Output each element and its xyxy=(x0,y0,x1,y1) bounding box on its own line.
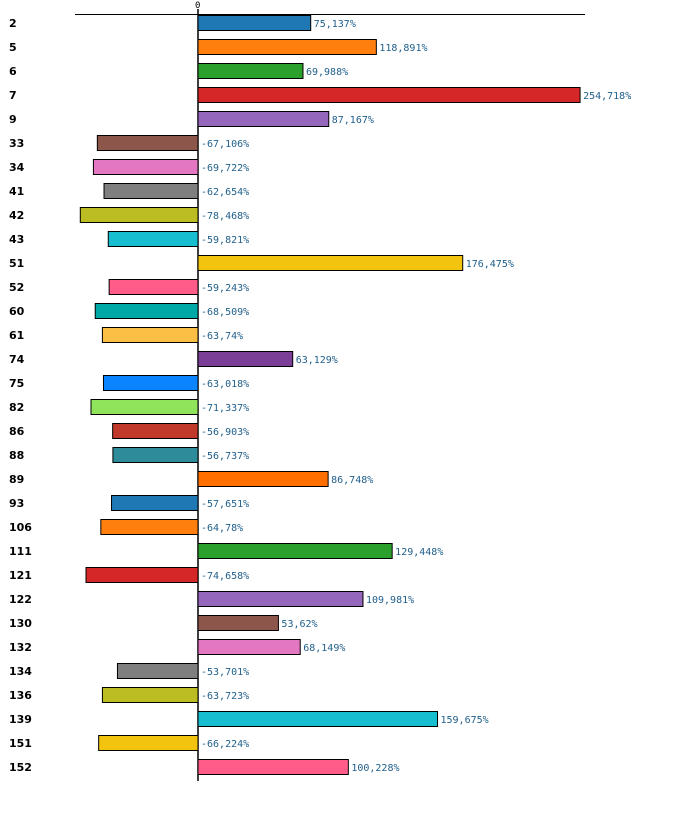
category-label: 60 xyxy=(9,305,25,318)
value-label: 100,228% xyxy=(351,763,399,774)
value-label: -59,243% xyxy=(201,283,249,294)
value-label: 53,62% xyxy=(281,619,317,630)
value-label: 86,748% xyxy=(331,475,373,486)
bar xyxy=(101,687,199,703)
category-label: 151 xyxy=(9,737,32,750)
category-label: 9 xyxy=(9,113,17,126)
bar xyxy=(96,135,199,151)
category-label: 132 xyxy=(9,641,32,654)
bar xyxy=(197,87,581,103)
value-label: 68,149% xyxy=(303,643,345,654)
value-label: -67,106% xyxy=(201,139,249,150)
value-label: 129,448% xyxy=(395,547,443,558)
category-label: 75 xyxy=(9,377,24,390)
category-label: 130 xyxy=(9,617,32,630)
bar xyxy=(197,351,294,367)
bar xyxy=(197,615,279,631)
bar xyxy=(197,15,312,31)
value-label: -63,723% xyxy=(201,691,249,702)
bar xyxy=(197,471,329,487)
bar xyxy=(197,639,301,655)
category-label: 43 xyxy=(9,233,24,246)
category-label: 41 xyxy=(9,185,24,198)
value-label: 63,129% xyxy=(296,355,338,366)
bar xyxy=(85,567,199,583)
value-label: 118,891% xyxy=(379,43,427,54)
category-label: 86 xyxy=(9,425,25,438)
bar xyxy=(79,207,199,223)
bar xyxy=(197,111,330,127)
bar xyxy=(197,759,349,775)
bar xyxy=(100,519,199,535)
value-label: -63,018% xyxy=(201,379,249,390)
bar xyxy=(197,591,364,607)
bar xyxy=(197,255,464,271)
category-label: 42 xyxy=(9,209,24,222)
value-label: -69,722% xyxy=(201,163,249,174)
value-label: -59,821% xyxy=(201,235,249,246)
category-label: 93 xyxy=(9,497,24,510)
bar xyxy=(197,543,393,559)
category-label: 51 xyxy=(9,257,24,270)
category-label: 121 xyxy=(9,569,32,582)
bar xyxy=(116,663,199,679)
bar xyxy=(197,711,439,727)
value-label: -63,74% xyxy=(201,331,243,342)
category-label: 52 xyxy=(9,281,24,294)
value-label: -56,737% xyxy=(201,451,249,462)
bar xyxy=(103,183,199,199)
bars-group: 2 75,137% 5 118,891% 6 69,988% 7 254,718% 9 87,16… xyxy=(9,15,631,775)
category-label: 5 xyxy=(9,41,17,54)
bar xyxy=(111,495,199,511)
bar xyxy=(101,327,199,343)
category-label: 34 xyxy=(9,161,25,174)
value-label: -64,78% xyxy=(201,523,243,534)
value-label: -53,701% xyxy=(201,667,249,678)
category-label: 122 xyxy=(9,593,32,606)
category-label: 106 xyxy=(9,521,32,534)
value-label: -57,651% xyxy=(201,499,249,510)
category-label: 2 xyxy=(9,17,17,30)
bar xyxy=(94,303,199,319)
value-label: 109,981% xyxy=(366,595,414,606)
value-label: -68,509% xyxy=(201,307,249,318)
category-label: 33 xyxy=(9,137,24,150)
value-label: 75,137% xyxy=(314,19,356,30)
bar xyxy=(90,399,199,415)
value-label: -71,337% xyxy=(201,403,249,414)
value-label: -78,468% xyxy=(201,211,249,222)
category-label: 82 xyxy=(9,401,24,414)
value-label: 254,718% xyxy=(583,91,631,102)
bar xyxy=(92,159,199,175)
value-label: 176,475% xyxy=(466,259,514,270)
category-label: 134 xyxy=(9,665,32,678)
category-label: 111 xyxy=(9,545,32,558)
bar xyxy=(102,375,199,391)
value-label: 87,167% xyxy=(332,115,374,126)
bar xyxy=(98,735,199,751)
value-label: -56,903% xyxy=(201,427,249,438)
category-label: 74 xyxy=(9,353,25,366)
value-label: -74,658% xyxy=(201,571,249,582)
bar xyxy=(197,63,304,79)
bar xyxy=(112,423,199,439)
zero-tick-label: 0 xyxy=(195,1,200,11)
category-label: 139 xyxy=(9,713,32,726)
value-label: -66,224% xyxy=(201,739,249,750)
category-label: 89 xyxy=(9,473,24,486)
bar xyxy=(107,231,199,247)
bar xyxy=(108,279,199,295)
bar xyxy=(112,447,199,463)
category-label: 6 xyxy=(9,65,17,78)
category-label: 7 xyxy=(9,89,17,102)
category-label: 152 xyxy=(9,761,32,774)
value-label: 159,675% xyxy=(441,715,489,726)
category-label: 61 xyxy=(9,329,24,342)
value-label: 69,988% xyxy=(306,67,348,78)
category-label: 88 xyxy=(9,449,24,462)
category-label: 136 xyxy=(9,689,32,702)
bar xyxy=(197,39,377,55)
value-label: -62,654% xyxy=(201,187,249,198)
